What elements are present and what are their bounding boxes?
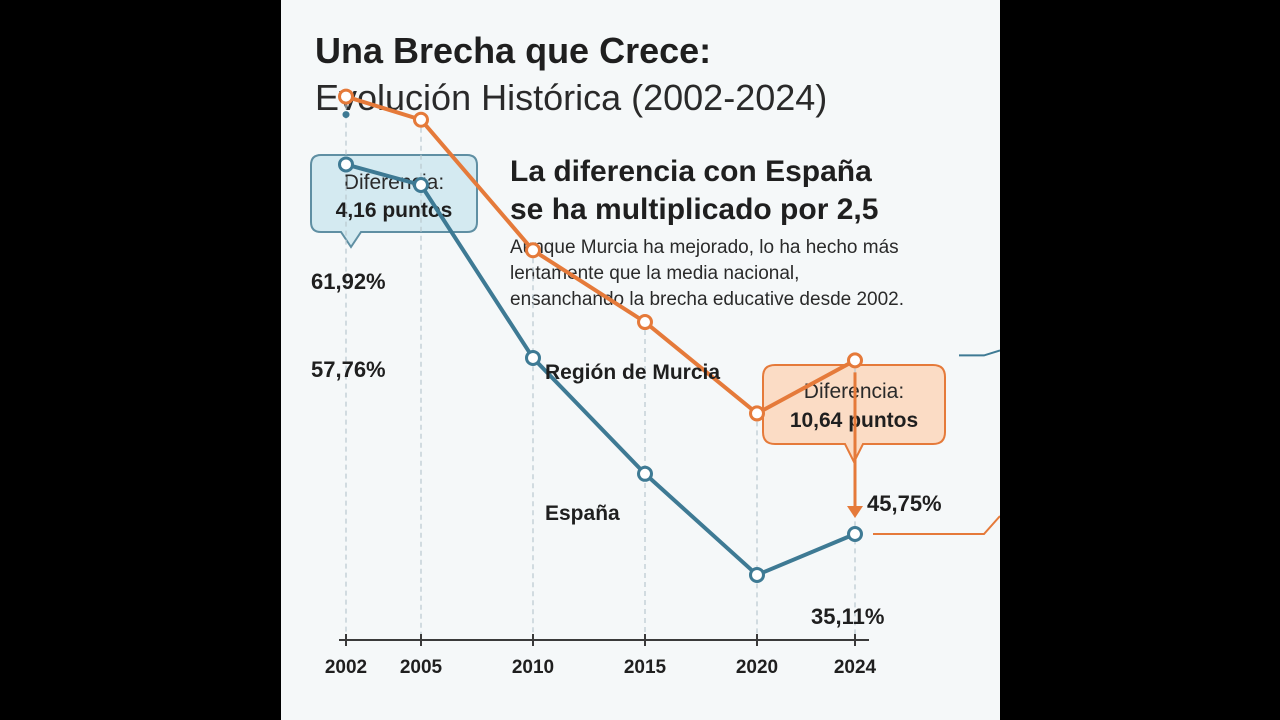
body-line-3: ensanchando la brecha educative desde 20…	[510, 289, 904, 310]
edge-connector-orange	[873, 515, 1000, 535]
gap-arrow-head	[847, 505, 863, 518]
value-label-espana-start: 57,76%	[311, 357, 386, 382]
edge-connector-blue	[959, 349, 1000, 357]
decorations	[342, 111, 1000, 535]
value-label-murcia-end: 45,75%	[867, 491, 942, 516]
series-label-espana: España	[545, 502, 620, 525]
point-espana-2020	[749, 566, 765, 583]
point-espana-2010	[525, 349, 541, 366]
chart-title: Una Brecha que Crece:	[315, 30, 711, 71]
point-murcia-2015	[637, 314, 653, 331]
x-tick-label-2020: 2020	[736, 657, 778, 678]
start-gap-dot	[342, 111, 350, 119]
point-espana-2002	[338, 156, 354, 173]
body-line-2: lentamente que la media nacional,	[510, 263, 799, 284]
x-axis: 2002 2005 2010 2015 2020 2024	[325, 634, 877, 678]
value-label-murcia-start: 61,92%	[311, 269, 386, 294]
chart-subtitle: Evolución Histórica (2002-2024)	[315, 77, 827, 118]
chart: Una Brecha que Crece: Evolución Históric…	[310, 30, 1000, 678]
series-label-murcia: Región de Murcia	[545, 361, 720, 384]
point-murcia-2002	[338, 88, 354, 105]
point-espana-2015	[637, 465, 653, 482]
series-line-espana	[344, 162, 857, 577]
heading-line-1: La diferencia con España	[510, 155, 872, 188]
callout-start-value: 4,16 puntos	[336, 199, 453, 222]
series-line-murcia	[344, 94, 857, 416]
x-tick-label-2015: 2015	[624, 657, 667, 678]
infographic-panel: Una Brecha que Crece: Evolución Históric…	[281, 0, 1000, 720]
series	[338, 88, 863, 583]
point-murcia-2005	[413, 111, 429, 128]
point-espana-2005	[413, 177, 429, 193]
point-murcia-2010	[525, 242, 541, 259]
x-tick-label-2024: 2024	[834, 657, 877, 678]
value-label-espana-end: 35,11%	[811, 604, 884, 629]
x-tick-label-2002: 2002	[325, 657, 367, 678]
point-espana-2024	[847, 525, 863, 542]
point-murcia-2020	[749, 405, 765, 422]
heading-line-2: se ha multiplicado por 2,5	[510, 193, 878, 226]
x-tick-label-2005: 2005	[400, 657, 443, 678]
x-tick-label-2010: 2010	[512, 657, 554, 678]
point-murcia-2024	[847, 352, 863, 369]
body-line-1: Aunque Murcia ha mejorado, lo ha hecho m…	[510, 237, 899, 258]
callout-start-bubble	[310, 154, 478, 249]
callout-start-label: Diferencia:	[344, 171, 444, 194]
